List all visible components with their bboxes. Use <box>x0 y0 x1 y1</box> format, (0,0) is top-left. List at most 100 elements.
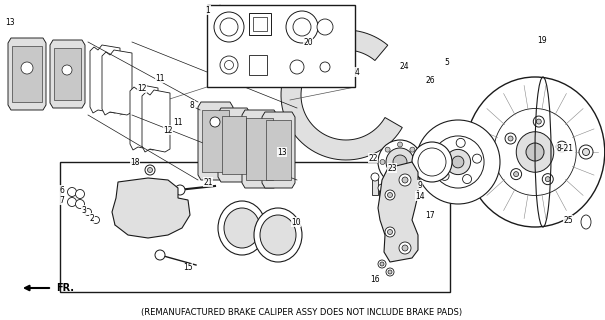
Bar <box>60 162 450 292</box>
Text: 13: 13 <box>277 148 287 156</box>
Polygon shape <box>198 102 233 180</box>
Text: 8: 8 <box>189 100 194 109</box>
Circle shape <box>21 62 33 74</box>
Circle shape <box>380 159 385 164</box>
Polygon shape <box>142 90 170 152</box>
Bar <box>249 55 267 75</box>
Circle shape <box>514 172 518 177</box>
Circle shape <box>385 147 390 152</box>
Circle shape <box>399 242 411 254</box>
Text: (REMANUFACTURED BRAKE CALIPER ASSY DOES NOT INCLUDE BRAKE PADS): (REMANUFACTURED BRAKE CALIPER ASSY DOES … <box>142 308 463 317</box>
Circle shape <box>445 149 471 175</box>
Bar <box>249 13 271 35</box>
Text: 23: 23 <box>387 164 397 172</box>
Text: 9: 9 <box>417 180 422 189</box>
Circle shape <box>317 19 333 35</box>
Circle shape <box>385 227 395 237</box>
Text: 2: 2 <box>90 213 94 222</box>
Circle shape <box>320 62 330 72</box>
Circle shape <box>62 65 72 75</box>
Circle shape <box>579 145 593 159</box>
Circle shape <box>148 167 152 172</box>
Ellipse shape <box>516 132 554 172</box>
Polygon shape <box>262 112 295 188</box>
Circle shape <box>387 229 393 235</box>
Polygon shape <box>372 175 378 195</box>
Circle shape <box>76 189 85 198</box>
Polygon shape <box>90 45 120 113</box>
Bar <box>253 17 267 31</box>
Text: 10: 10 <box>291 218 301 227</box>
Polygon shape <box>12 46 42 102</box>
Text: 19: 19 <box>537 36 547 44</box>
Polygon shape <box>50 40 85 108</box>
Circle shape <box>388 270 392 274</box>
Circle shape <box>508 136 513 141</box>
Circle shape <box>386 268 394 276</box>
Ellipse shape <box>526 143 544 161</box>
Circle shape <box>286 11 318 43</box>
Circle shape <box>536 119 541 124</box>
Text: 25: 25 <box>563 215 573 225</box>
Circle shape <box>93 217 99 223</box>
Text: FR.: FR. <box>56 283 74 293</box>
Circle shape <box>473 154 482 163</box>
Circle shape <box>399 174 411 186</box>
Text: 21: 21 <box>203 178 213 187</box>
Polygon shape <box>242 110 277 188</box>
Circle shape <box>76 199 85 209</box>
Circle shape <box>378 260 386 268</box>
Polygon shape <box>222 116 246 174</box>
Text: 26: 26 <box>425 76 435 84</box>
Text: 11: 11 <box>155 74 165 83</box>
Text: 18: 18 <box>130 157 140 166</box>
Polygon shape <box>102 50 132 115</box>
Text: 13: 13 <box>5 18 15 27</box>
Polygon shape <box>202 110 229 172</box>
Polygon shape <box>281 30 402 160</box>
Circle shape <box>456 138 465 148</box>
Text: 8-21: 8-21 <box>557 143 574 153</box>
Circle shape <box>68 188 76 196</box>
Polygon shape <box>130 85 158 150</box>
Circle shape <box>440 172 449 180</box>
Text: 22: 22 <box>368 154 378 163</box>
Circle shape <box>68 197 76 206</box>
Text: 12: 12 <box>137 84 147 92</box>
Polygon shape <box>8 38 46 110</box>
Text: 6: 6 <box>59 186 65 195</box>
Bar <box>207 5 355 87</box>
Circle shape <box>371 173 379 181</box>
Text: 24: 24 <box>399 61 409 70</box>
Polygon shape <box>112 178 190 238</box>
Text: 5: 5 <box>445 58 450 67</box>
Circle shape <box>290 60 304 74</box>
Circle shape <box>505 133 516 144</box>
Circle shape <box>545 177 551 182</box>
Circle shape <box>533 116 544 127</box>
Circle shape <box>559 144 564 149</box>
Circle shape <box>542 174 553 185</box>
Circle shape <box>387 193 393 197</box>
Circle shape <box>378 184 386 192</box>
Circle shape <box>463 174 471 184</box>
Text: 7: 7 <box>59 196 65 204</box>
Circle shape <box>452 156 464 168</box>
Circle shape <box>416 120 500 204</box>
Ellipse shape <box>465 77 605 227</box>
Ellipse shape <box>581 215 591 229</box>
Circle shape <box>380 262 384 266</box>
Circle shape <box>432 136 484 188</box>
Text: 1: 1 <box>206 5 211 14</box>
Circle shape <box>402 177 408 183</box>
Circle shape <box>412 142 452 182</box>
Ellipse shape <box>260 215 296 255</box>
Polygon shape <box>54 48 81 100</box>
Circle shape <box>155 250 165 260</box>
Text: 4: 4 <box>355 68 359 76</box>
Text: 3: 3 <box>82 205 87 214</box>
Circle shape <box>386 148 414 176</box>
Circle shape <box>436 149 445 158</box>
Circle shape <box>511 169 522 180</box>
Text: 14: 14 <box>415 191 425 201</box>
